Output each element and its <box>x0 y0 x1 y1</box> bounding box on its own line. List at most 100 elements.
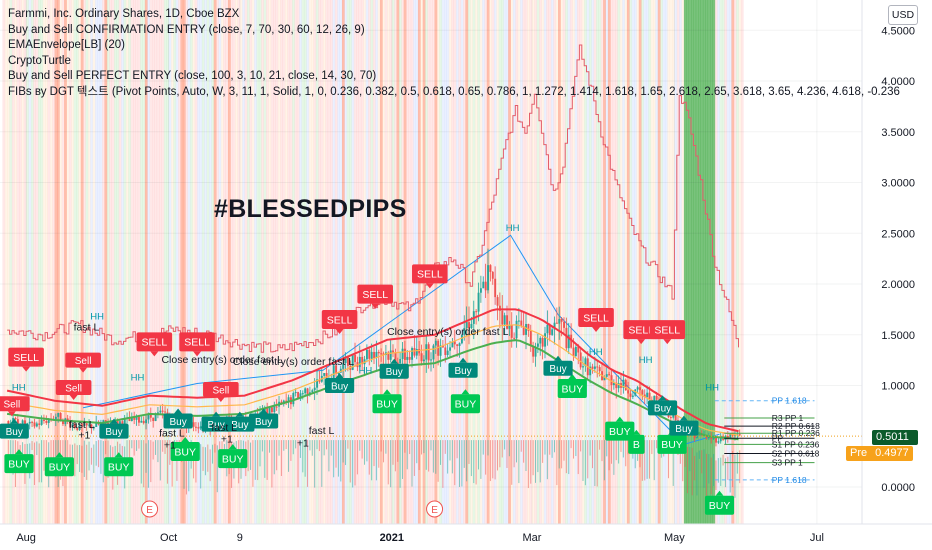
candle-body <box>522 326 525 335</box>
buy-label-pointer <box>632 429 641 435</box>
background-band <box>296 0 300 524</box>
background-band <box>515 0 519 524</box>
buy-label-pointer <box>181 436 190 442</box>
candle-body <box>401 348 404 360</box>
background-band <box>353 0 357 524</box>
background-band <box>273 0 276 524</box>
buy-label: BUY <box>605 416 635 441</box>
background-band <box>536 0 540 524</box>
currency-button[interactable]: USD <box>888 5 918 25</box>
candle-body <box>299 393 302 400</box>
candle-body <box>465 322 468 328</box>
background-band <box>439 0 443 524</box>
buy-label-box <box>628 434 645 454</box>
candle-body <box>73 424 76 428</box>
background-band <box>213 0 217 524</box>
indicator-legend-4[interactable]: FIBs ву DGT 텍스트 (Pivot Points, Auto, W, … <box>8 85 900 98</box>
sell-label-pointer <box>425 283 434 289</box>
hh-marker: HH <box>90 312 104 323</box>
buy-label-text: Buy <box>549 364 566 375</box>
candle-body <box>636 387 639 390</box>
background-band <box>510 0 514 524</box>
buy-label-text: Buy <box>331 381 348 392</box>
candle-body <box>7 421 10 425</box>
text-annotation: Close entry(s) order fast L <box>161 354 283 366</box>
candle-body <box>563 321 565 328</box>
text-annotation: fast L <box>69 419 95 431</box>
background-band <box>607 0 611 524</box>
buy-label-pointer <box>383 389 392 395</box>
buy-label-box <box>704 495 735 515</box>
indicator-legend-2[interactable]: CryptoTurtle <box>8 54 71 67</box>
sell-label-box <box>203 382 239 398</box>
background-band <box>520 0 523 524</box>
candle-body <box>57 412 60 417</box>
candle-body <box>88 424 91 426</box>
background-band <box>721 0 725 524</box>
earnings-marker-circle <box>141 500 159 518</box>
background-band <box>140 0 143 524</box>
background-band <box>135 0 139 524</box>
background-band <box>92 0 96 524</box>
background-band <box>460 0 464 524</box>
background-band <box>30 0 34 524</box>
buy-label: BUY <box>218 444 248 469</box>
background-band <box>712 0 716 524</box>
candle-body <box>95 421 98 427</box>
candle-body <box>672 414 675 418</box>
time-axis: Aug Oct 9 2021 Mar May Jul <box>0 523 932 550</box>
indicator-legend-0[interactable]: Buy and Sell CONFIRMATION ENTRY (close, … <box>8 23 365 36</box>
candle-body <box>318 379 321 382</box>
buy-label: BUY <box>657 429 687 454</box>
buy-label: Buy <box>647 395 678 416</box>
sell-label: Sell <box>0 396 30 417</box>
price-tick-label: 1.5000 <box>881 330 915 342</box>
background-band <box>99 0 103 524</box>
background-band <box>517 0 521 524</box>
background-band <box>330 0 333 524</box>
buy-label-pointer <box>615 416 624 422</box>
candle-body <box>396 362 399 364</box>
background-band <box>360 0 364 524</box>
background-band <box>320 0 324 524</box>
background-band <box>553 0 557 524</box>
background-band <box>724 0 728 524</box>
background-band <box>358 0 362 524</box>
background-band <box>527 0 530 524</box>
sell-label-text: SELL <box>13 352 39 364</box>
time-tick-label: Oct <box>160 532 177 544</box>
candle-body <box>344 356 347 364</box>
candle-body <box>273 406 276 413</box>
buy-label-pointer <box>568 374 577 380</box>
candle-body <box>35 423 38 427</box>
background-band <box>493 0 497 524</box>
indicator-legend-1[interactable]: EMAEnvelope[LB] (20) <box>8 39 125 52</box>
background-band <box>185 0 188 524</box>
background-band <box>289 0 293 524</box>
background-band <box>21 0 25 524</box>
background-band <box>377 0 381 524</box>
buy-label-text: Buy <box>386 367 403 378</box>
candle-body <box>629 393 632 397</box>
candle-body <box>525 324 527 335</box>
sell-label-text: Sell <box>4 400 21 411</box>
buy-label-box <box>163 413 193 429</box>
candle-body <box>693 433 696 439</box>
hh-marker: HH <box>589 347 603 358</box>
background-band <box>698 0 701 524</box>
background-band <box>372 0 376 524</box>
buy-label-pointer <box>715 490 724 496</box>
background-band <box>194 0 198 524</box>
indicator-legend-3[interactable]: Buy and Sell PERFECT ENTRY (close, 100, … <box>8 70 377 83</box>
text-annotation: Close entry(s) order fast L <box>387 326 509 338</box>
background-band <box>187 0 191 524</box>
buy-label: Buy <box>225 411 255 432</box>
background-band <box>220 0 224 524</box>
candle-body <box>164 411 167 413</box>
background-band <box>211 0 215 524</box>
background-band <box>422 0 426 524</box>
candle-body <box>197 427 200 429</box>
background-band <box>322 0 326 524</box>
